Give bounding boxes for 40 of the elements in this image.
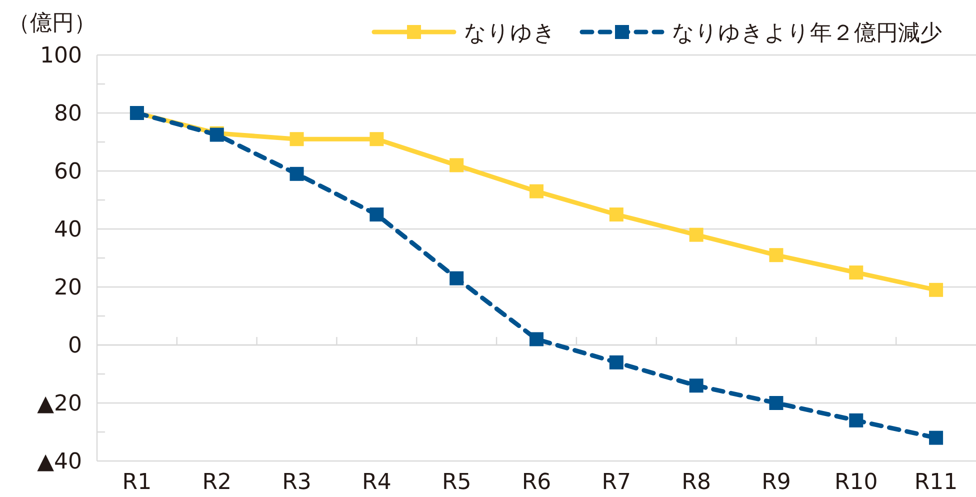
point — [769, 396, 784, 410]
x-tick-label: R7 — [602, 470, 632, 495]
y-tick-label: 80 — [54, 102, 82, 127]
y-tick-label: ▲20 — [37, 392, 82, 417]
point — [290, 166, 304, 181]
x-tick-label: R4 — [362, 470, 392, 495]
point — [609, 355, 624, 370]
x-tick-label: R2 — [202, 470, 232, 495]
point — [689, 378, 704, 393]
point — [370, 132, 384, 146]
x-tick-label: R5 — [442, 470, 472, 495]
point — [450, 271, 464, 286]
point — [290, 132, 304, 146]
point — [370, 208, 384, 222]
x-tick-label: R9 — [762, 470, 791, 495]
point — [530, 332, 544, 346]
point — [849, 266, 864, 280]
point — [769, 248, 784, 262]
y-tick-label: 40 — [54, 218, 82, 243]
point — [929, 282, 944, 297]
x-tick-label: R6 — [522, 470, 552, 495]
x-tick-label: R11 — [914, 470, 958, 495]
point — [450, 158, 464, 172]
point — [689, 228, 704, 242]
y-tick-label: ▲40 — [37, 450, 82, 475]
point — [929, 430, 944, 445]
y-tick-label: 60 — [54, 160, 82, 185]
point — [609, 208, 624, 222]
legend-label: なりゆきより年２億円減少 — [672, 21, 942, 46]
x-tick-label: R1 — [122, 470, 152, 495]
y-axis-title: （億円） — [8, 11, 96, 36]
x-tick-label: R8 — [682, 470, 711, 495]
x-tick-label: R3 — [282, 470, 312, 495]
y-tick-label: 0 — [68, 334, 82, 359]
point — [530, 184, 544, 198]
legend-label: なりゆき — [464, 21, 556, 46]
point — [849, 413, 864, 428]
x-tick-label: R10 — [834, 470, 878, 495]
y-tick-label: 20 — [54, 276, 82, 301]
y-tick-label: 100 — [40, 44, 82, 69]
